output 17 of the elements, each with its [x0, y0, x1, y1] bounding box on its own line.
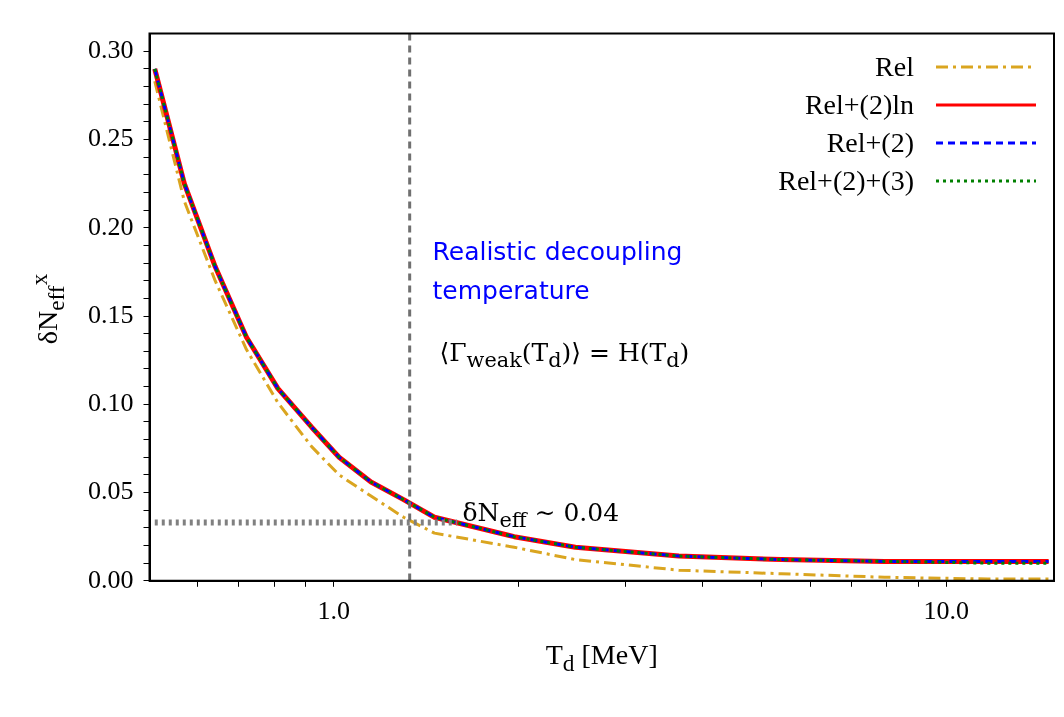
- x-tick-label: 1.0: [317, 596, 351, 626]
- x-tick-label: 10.0: [923, 596, 969, 626]
- y-tick-label: 0.10: [88, 388, 134, 418]
- annotation: Realistic decoupling temperature: [432, 236, 684, 307]
- legend-label: Rel+(2)ln: [804, 88, 914, 121]
- x-axis-title: T$_{d}$ [MeV]: [544, 638, 659, 677]
- y-tick-label: 0.30: [88, 35, 134, 65]
- annotation: ⟨Γ$_{weak}$(T$_{d}$)⟩ = H(T$_{d}$): [439, 338, 690, 372]
- legend-label: Rel: [875, 50, 914, 83]
- y-tick-label: 0.15: [88, 299, 134, 329]
- legend-label: Rel+(2)+(3): [778, 164, 914, 197]
- y-tick-label: 0.25: [88, 123, 134, 153]
- y-tick-label: 0.20: [88, 211, 134, 241]
- y-tick-label: 0.05: [88, 476, 134, 506]
- y-tick-label: 0.00: [88, 564, 134, 594]
- annotation: δN$_{eff}$ ∼ 0.04: [462, 498, 620, 532]
- legend-label: Rel+(2): [826, 126, 914, 159]
